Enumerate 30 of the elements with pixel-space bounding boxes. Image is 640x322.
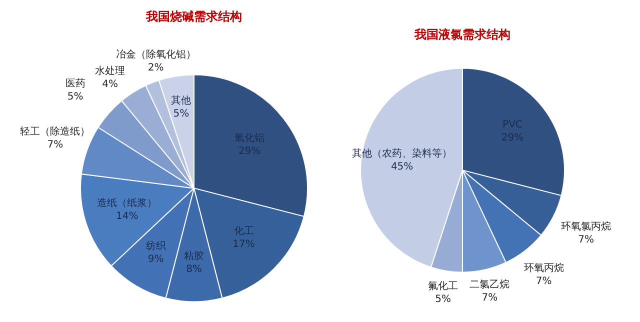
slice-label: 其他（农药、染料等）: [352, 148, 452, 160]
slice-label: 医药: [65, 78, 86, 90]
data-label: 2%: [148, 62, 164, 74]
slice-label: 水处理: [95, 65, 126, 78]
slice-label: 造纸（纸浆）: [97, 197, 158, 210]
data-label: 5%: [173, 108, 190, 120]
data-label: 7%: [578, 234, 594, 246]
data-label: 14%: [116, 211, 138, 222]
data-label: 9%: [148, 254, 164, 265]
chart-title: 我国烧碱需求结构: [145, 9, 242, 24]
slice-label: 环氧氯丙烷: [561, 220, 612, 232]
slice-label: 冶金（除氧化铝）: [116, 48, 196, 61]
slice-label: 化工: [234, 225, 254, 238]
slice-label: 其他: [171, 94, 192, 107]
slice-label: 纺织: [146, 240, 166, 252]
data-label: 17%: [232, 239, 255, 250]
slice-label: 轻工（除造纸）: [20, 125, 90, 138]
slice-label: 粘胶: [184, 250, 204, 262]
slice-label: 氟化工: [428, 280, 458, 292]
data-label: 45%: [390, 162, 414, 173]
slice-label: 环氧丙烷: [524, 262, 564, 274]
data-label: 7%: [47, 139, 64, 150]
data-label: 5%: [435, 294, 451, 306]
chart-title: 我国液氯需求结构: [414, 27, 510, 42]
data-label: 8%: [186, 264, 202, 276]
data-label: 7%: [482, 292, 498, 304]
slice-label: 二氯乙烷: [470, 278, 510, 291]
data-label: 7%: [536, 276, 552, 288]
data-label: 5%: [67, 92, 84, 103]
data-label: 4%: [102, 79, 118, 90]
